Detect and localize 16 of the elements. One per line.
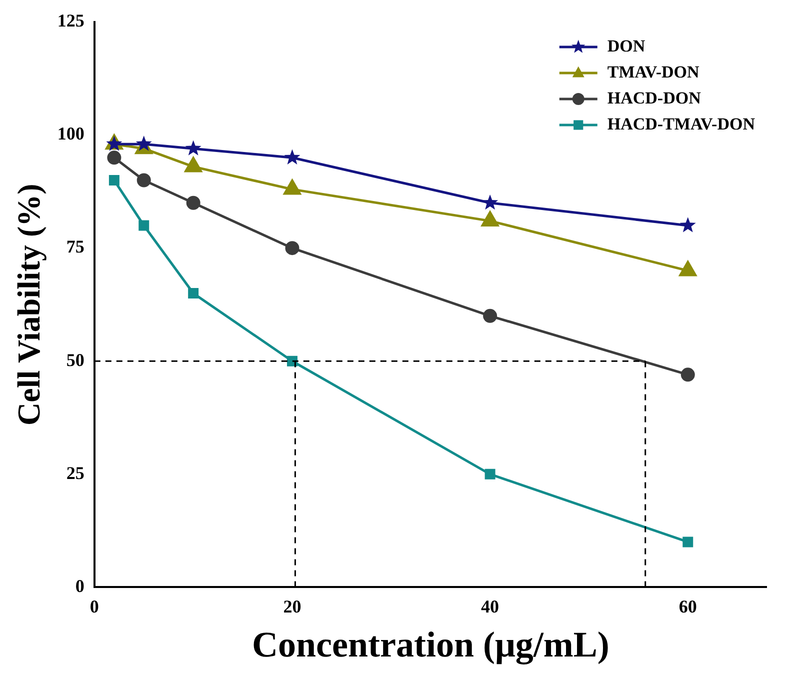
legend-label: HACD-TMAV-DON [607, 114, 756, 134]
y-tick-label: 50 [66, 350, 84, 370]
y-tick-label: 75 [66, 236, 84, 257]
x-tick-label: 20 [283, 596, 302, 617]
y-tick-label: 25 [66, 462, 84, 483]
legend-label: TMAV-DON [607, 62, 700, 82]
x-tick-label: 0 [90, 596, 99, 617]
legend-label: HACD-DON [607, 88, 702, 108]
x-tick-label: 60 [678, 596, 697, 617]
y-tick-label: 0 [75, 576, 84, 596]
y-tick-label: 100 [57, 124, 84, 144]
x-axis-title: Concentration (μg/mL) [252, 624, 610, 665]
y-axis-title: Cell Viability (%) [10, 184, 46, 426]
legend-label: DON [607, 36, 646, 56]
y-tick-label: 125 [57, 10, 84, 31]
x-tick-label: 40 [481, 596, 500, 617]
